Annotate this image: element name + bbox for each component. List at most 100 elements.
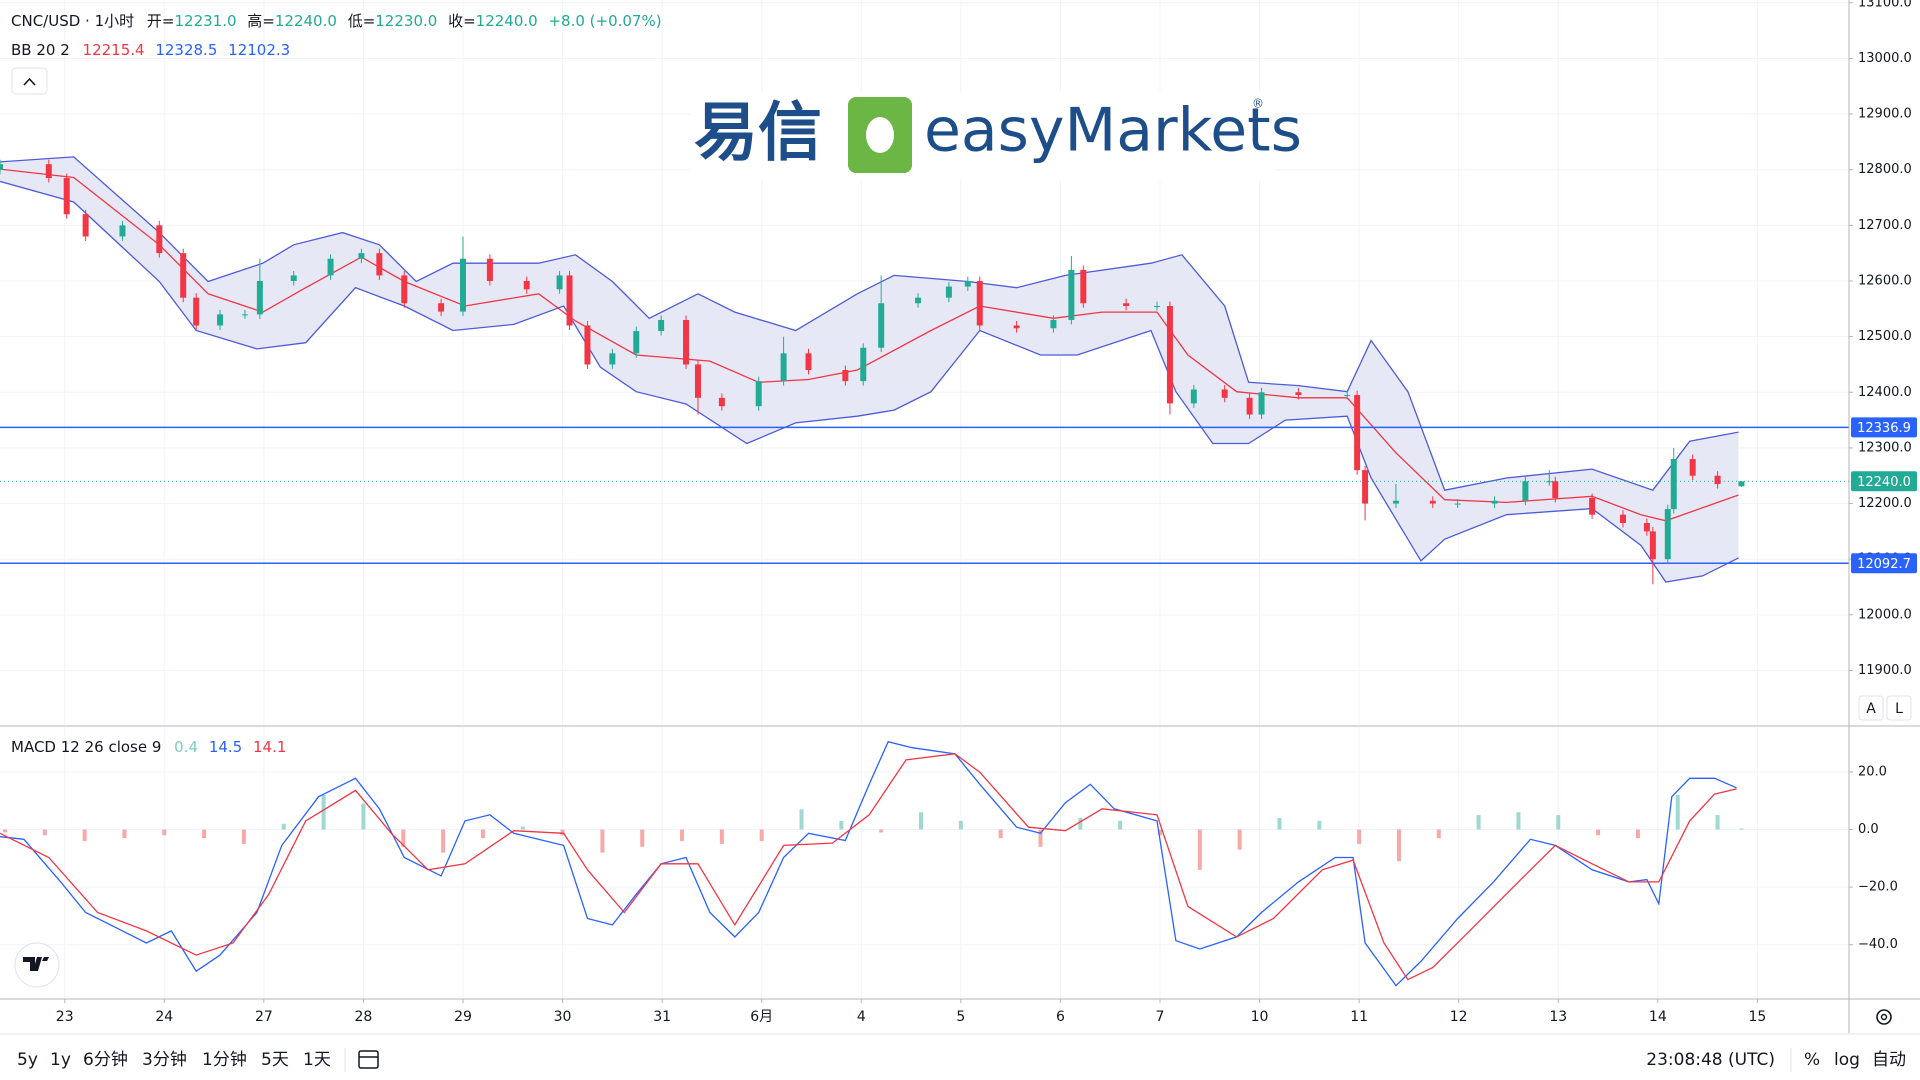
candle-body	[694, 364, 701, 398]
histogram-bar	[759, 829, 764, 842]
range-button[interactable]: 1y	[50, 1050, 71, 1070]
histogram-bar	[799, 809, 804, 830]
candle-body	[193, 297, 200, 326]
histogram-bar	[1357, 829, 1362, 844]
goto-date-button[interactable]	[358, 1050, 379, 1069]
y-tick-label: 12700.0	[1858, 218, 1912, 233]
candle-body	[1221, 389, 1228, 398]
candle-body	[1190, 389, 1197, 404]
histogram-bar	[42, 829, 47, 836]
histogram-bar	[122, 829, 127, 839]
option-button[interactable]: 自动	[1872, 1050, 1906, 1070]
histogram-bar	[480, 829, 485, 839]
indicator-value: 12102.3	[228, 41, 290, 59]
tv-badge[interactable]	[14, 942, 60, 988]
candle-body	[1649, 531, 1656, 560]
histogram-bar	[1078, 818, 1083, 830]
candle-body	[327, 258, 334, 276]
badge-icon	[23, 957, 49, 971]
range-button[interactable]: 1天	[303, 1050, 331, 1070]
scale-button-label[interactable]: L	[1895, 701, 1903, 717]
price-label: 12336.9	[1857, 421, 1911, 436]
histogram-bar	[82, 829, 87, 842]
candle-body	[1619, 514, 1626, 524]
y-tick-label: 11900.0	[1858, 663, 1912, 678]
price-label-box	[1851, 553, 1917, 574]
candle-body	[438, 303, 445, 312]
ohlc-label: 低=	[348, 12, 376, 30]
histogram-bar	[839, 820, 844, 830]
candle-body	[566, 275, 573, 326]
indicator-value: 12215.4	[83, 41, 145, 59]
scale-button[interactable]	[1858, 695, 1884, 721]
band-fill	[0, 156, 1739, 582]
x-tick-label: 14	[1649, 1009, 1667, 1025]
option-button[interactable]: log	[1834, 1050, 1860, 1070]
candle-body	[1714, 475, 1721, 485]
candle-body	[1354, 395, 1361, 471]
candle-body	[486, 258, 493, 281]
indicator-value: 14.5	[209, 738, 242, 756]
settings-icon[interactable]	[1876, 1009, 1892, 1025]
histogram-bar	[1118, 820, 1123, 830]
candle-body	[976, 280, 983, 326]
toolbar: 5y 1y 6分钟 3分钟 1分钟 5天 1天 23:08:48 (UTC) %…	[17, 1048, 1906, 1072]
collapse-button[interactable]	[11, 67, 48, 95]
histogram-bar	[1476, 815, 1481, 830]
indicator-label: BB 20 2	[11, 41, 70, 59]
range-button[interactable]: 5天	[261, 1050, 289, 1070]
x-tick-label: 6月	[750, 1009, 773, 1025]
y-tick-label: −20.0	[1858, 880, 1898, 895]
indicator-value: 0.4	[174, 738, 198, 756]
ohlc-label: 收=	[448, 12, 476, 30]
scale-button-label[interactable]: A	[1866, 701, 1876, 717]
y-tick-label: 12400.0	[1858, 385, 1912, 400]
range-button[interactable]: 5y	[17, 1050, 38, 1070]
histogram-bar	[202, 829, 207, 839]
candle-body	[1153, 306, 1160, 308]
histogram-bar	[1317, 820, 1322, 830]
candle-body	[45, 164, 52, 179]
x-tick-label: 4	[857, 1009, 866, 1025]
x-tick-label: 27	[255, 1009, 273, 1025]
histogram-bar	[401, 829, 406, 847]
scale-button[interactable]	[1886, 695, 1912, 721]
band-middle	[0, 168, 1739, 522]
logo: 易信 easyMarkets ®	[690, 92, 1302, 180]
y-tick-label: 13000.0	[1858, 51, 1912, 66]
y-tick-label: −40.0	[1858, 937, 1898, 952]
gear-center	[1880, 1013, 1888, 1021]
candle-body	[945, 286, 952, 298]
histogram-bar	[281, 823, 286, 830]
ohlc-label: 开=	[147, 12, 175, 30]
range-button[interactable]: 3分钟	[142, 1050, 187, 1070]
histogram-bar	[241, 829, 246, 844]
candle-body	[180, 253, 187, 298]
x-tick-label: 29	[454, 1009, 472, 1025]
range-button[interactable]: 6分钟	[83, 1050, 128, 1070]
ohlc-value: 12240.0	[275, 12, 337, 30]
bb-legend: BB 20 2 12215.4 12328.5 12102.3	[11, 41, 290, 59]
price-label: 12092.7	[1857, 557, 1911, 572]
calendar-icon[interactable]	[358, 1050, 379, 1069]
logo-chinese: 易信	[694, 97, 822, 171]
button-frame[interactable]	[11, 67, 48, 95]
option-button[interactable]: %	[1804, 1050, 1820, 1070]
candle-body	[82, 214, 89, 237]
candle-body	[1454, 503, 1461, 505]
histogram-bar	[560, 829, 565, 836]
y-tick-label: 12800.0	[1858, 162, 1912, 177]
candle-body	[1738, 481, 1745, 487]
gear-ring[interactable]	[1876, 1009, 1892, 1025]
candle-body	[1392, 500, 1399, 504]
candle-body	[1664, 509, 1671, 560]
histogram-bar	[1516, 812, 1521, 830]
x-tick-label: 11	[1350, 1009, 1368, 1025]
x-tick-label: 5	[956, 1009, 965, 1025]
histogram-bar	[958, 820, 963, 830]
macd-line	[0, 740, 1737, 987]
candle-body	[1643, 523, 1650, 532]
x-tick-label: 12	[1450, 1009, 1468, 1025]
range-button[interactable]: 1分钟	[202, 1050, 247, 1070]
